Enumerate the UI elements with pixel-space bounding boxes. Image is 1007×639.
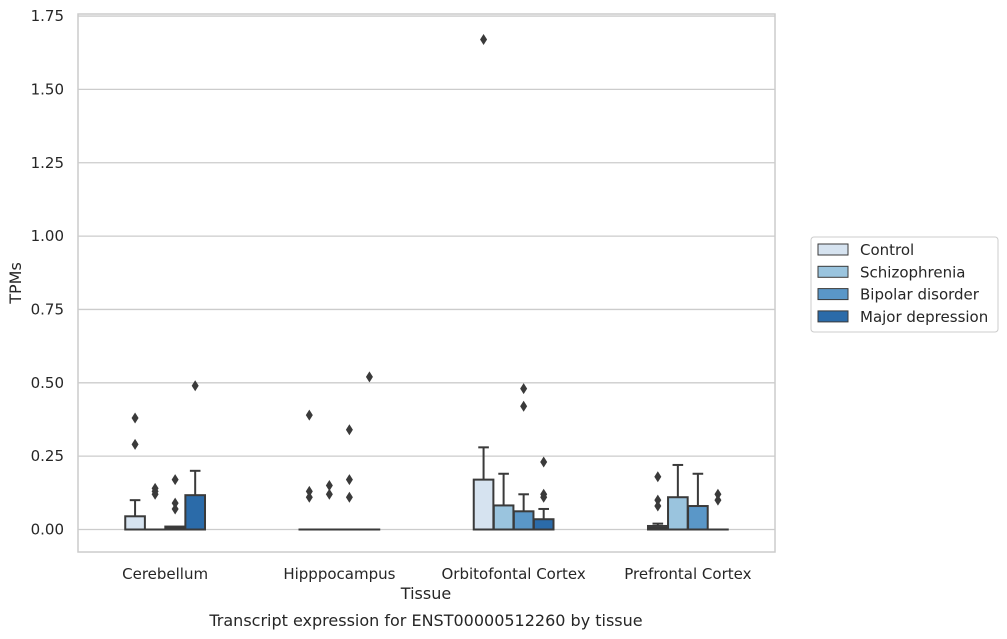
outlier-point — [191, 380, 199, 392]
legend-label: Schizophrenia — [860, 263, 965, 281]
x-axis-label: Tissue — [400, 584, 451, 603]
x-tick-label: Prefrontal Cortex — [624, 565, 751, 583]
y-tick-label: 0.50 — [31, 374, 64, 392]
box — [512, 510, 535, 531]
box-series — [124, 34, 729, 531]
legend-label: Bipolar disorder — [860, 286, 980, 304]
y-axis-label: TPMs — [6, 262, 25, 305]
y-tick-label: 0.25 — [31, 447, 64, 465]
outlier-point — [131, 412, 139, 424]
outlier-point — [520, 383, 528, 395]
x-axis-ticks: Cerebellum Hipppocampus Orbitofontal Corte… — [122, 565, 751, 583]
chart-caption: Transcript expression for ENST0000051226… — [208, 611, 642, 630]
legend-swatch — [817, 243, 849, 256]
outlier-point — [131, 438, 139, 450]
box — [687, 505, 709, 531]
outlier-point — [305, 485, 313, 497]
outlier-point — [151, 488, 159, 500]
legend-swatch — [817, 265, 849, 278]
x-tick-label: Cerebellum — [122, 565, 208, 583]
series-control — [124, 34, 669, 531]
outlier-point — [540, 491, 548, 503]
outlier-point — [345, 491, 353, 503]
legend-label: Control — [860, 241, 914, 259]
legend-swatch — [817, 288, 849, 301]
legend-swatch — [817, 310, 849, 323]
outlier-point — [540, 456, 548, 468]
outlier-point — [171, 474, 179, 486]
outlier-point — [171, 503, 179, 515]
outlier-point — [714, 494, 722, 506]
outlier-point — [171, 497, 179, 509]
outlier-point — [345, 474, 353, 486]
y-tick-label: 1.25 — [31, 154, 64, 172]
outlier-point — [654, 500, 662, 512]
series-major-depression — [184, 371, 729, 531]
y-tick-label: 0.00 — [31, 521, 64, 539]
box — [124, 515, 146, 531]
outlier-point — [305, 409, 313, 421]
box — [667, 496, 689, 531]
box — [492, 504, 515, 531]
legend-frame — [810, 236, 999, 333]
outlier-point — [480, 34, 488, 46]
y-tick-label: 1.75 — [31, 7, 64, 25]
box — [532, 518, 555, 531]
outlier-point — [714, 488, 722, 500]
y-tick-label: 0.75 — [31, 300, 64, 318]
outlier-point — [325, 479, 333, 491]
outlier-point — [365, 371, 373, 383]
x-tick-label: Hipppocampus — [283, 565, 395, 583]
outlier-point — [325, 488, 333, 500]
outlier-point — [654, 494, 662, 506]
y-tick-label: 1.50 — [31, 80, 64, 98]
outlier-point — [520, 400, 528, 412]
outlier-point — [654, 471, 662, 483]
x-tick-label: Orbitofontal Cortex — [442, 565, 586, 583]
legend: Control Schizophrenia Bipolar disorder Majo… — [810, 236, 999, 333]
legend-label: Major depression — [860, 308, 988, 326]
y-tick-label: 1.00 — [31, 227, 64, 245]
y-axis-ticks: 0.00 0.25 0.50 0.75 1.00 1.25 1.50 1.75 — [31, 7, 64, 538]
box — [472, 478, 495, 531]
outlier-point — [305, 491, 313, 503]
box — [184, 494, 207, 531]
outlier-point — [345, 424, 353, 436]
plot-area — [77, 13, 776, 553]
